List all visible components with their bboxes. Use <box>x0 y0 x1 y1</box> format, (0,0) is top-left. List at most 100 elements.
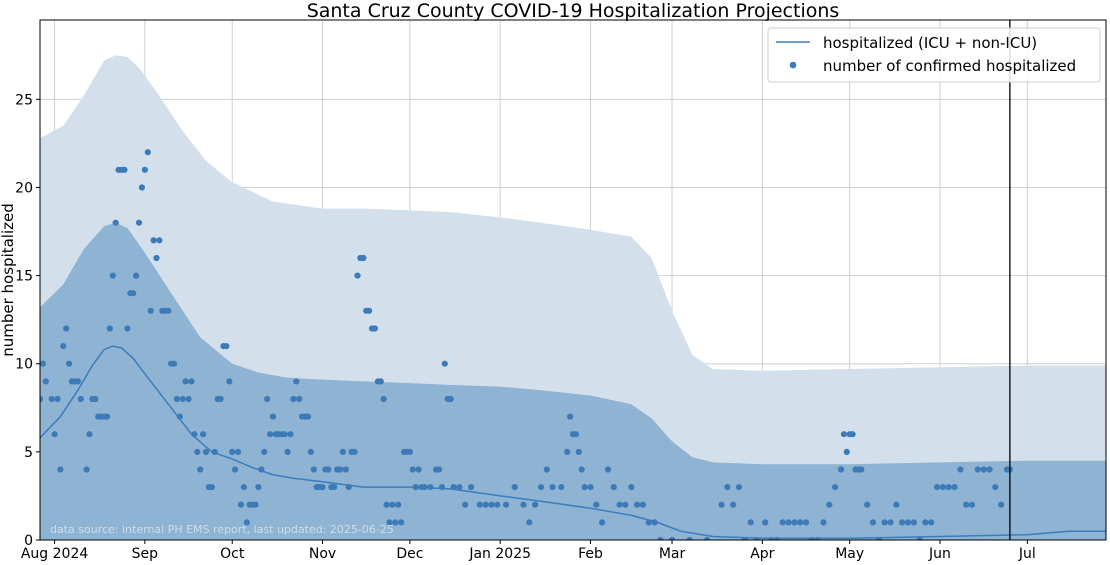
x-tick-label: Feb <box>578 546 603 561</box>
confirmed-hospitalized-point <box>380 395 387 403</box>
confirmed-hospitalized-point <box>284 448 291 455</box>
confirmed-hospitalized-point <box>208 484 215 491</box>
plot-frame <box>39 19 1107 541</box>
confirmed-hospitalized-point <box>826 501 833 508</box>
confirmed-hospitalized-point <box>928 519 935 526</box>
confirmed-hospitalized-point <box>281 431 288 438</box>
confirmed-points-series <box>40 149 1014 540</box>
confirmed-hospitalized-point <box>112 219 119 226</box>
confirmed-hospitalized-point <box>934 484 941 491</box>
confirmed-hospitalized-point <box>881 519 888 526</box>
confirmed-hospitalized-point <box>616 501 623 508</box>
confirmed-hospitalized-point <box>229 448 236 455</box>
confirmed-hospitalized-point <box>124 325 131 332</box>
confirmed-hospitalized-point <box>57 466 64 473</box>
confirmed-hospitalized-point <box>40 360 46 367</box>
confirmed-hospitalized-point <box>572 431 580 438</box>
confirmed-hospitalized-point <box>858 466 865 473</box>
confirmed-hospitalized-point <box>156 237 163 244</box>
confirmed-hospitalized-point <box>293 378 300 385</box>
confirmed-hospitalized-point <box>899 519 906 526</box>
legend-label-hospitalized: hospitalized (ICU + non-ICU) <box>823 34 1037 52</box>
confirmed-hospitalized-point <box>48 395 55 403</box>
confirmed-hospitalized-point <box>191 431 198 438</box>
confirmed-hospitalized-point <box>255 484 262 491</box>
confirmed-hospitalized-point <box>887 519 894 526</box>
confirmed-hospitalized-point <box>121 166 128 173</box>
confirmed-hospitalized-point <box>599 519 606 526</box>
confirmed-hospitalized-point <box>441 360 448 367</box>
confirmed-hospitalized-point <box>645 519 652 526</box>
confirmed-hospitalized-point <box>103 413 111 420</box>
confirmed-hospitalized-point <box>269 413 277 420</box>
x-tick-label: Mar <box>659 546 686 561</box>
confirmed-hospitalized-point <box>138 184 145 191</box>
x-tick-label: Jun <box>928 546 951 561</box>
confirmed-hospitalized-point <box>310 466 317 473</box>
confirmed-hospitalized-point <box>468 484 475 491</box>
confirmed-hospitalized-point <box>319 484 326 491</box>
confirmed-hospitalized-point <box>974 466 981 473</box>
chart-title: Santa Cruz County COVID-19 Hospitalizati… <box>307 0 840 22</box>
confirmed-hospitalized-point <box>730 501 737 508</box>
confirmed-hospitalized-point <box>86 431 93 438</box>
confirmed-hospitalized-point <box>718 501 725 508</box>
confirmed-hospitalized-point <box>63 325 70 332</box>
confirmed-hospitalized-point <box>916 536 923 540</box>
y-tick-label: 20 <box>15 180 33 196</box>
confirmed-hospitalized-point <box>998 501 1005 508</box>
confirmed-hospitalized-point <box>194 448 201 455</box>
confirmed-hospitalized-point <box>135 219 143 226</box>
confirmed-hospitalized-point <box>567 413 574 420</box>
confirmed-hospitalized-point <box>724 484 731 491</box>
confirmed-hospitalized-point <box>331 484 338 491</box>
confirmed-hospitalized-point <box>150 237 157 244</box>
confirmed-hospitalized-point <box>537 484 545 491</box>
confirmed-hospitalized-point <box>686 536 693 540</box>
confirmed-hospitalized-point <box>435 466 443 473</box>
confirmed-hospitalized-point <box>421 484 428 491</box>
confirmed-hospitalized-point <box>182 378 189 385</box>
inner-projection-band <box>40 222 1106 540</box>
legend-label-confirmed: number of confirmed hospitalized <box>823 57 1076 75</box>
confirmed-hospitalized-point <box>261 448 268 455</box>
confirmed-hospitalized-point <box>240 484 247 491</box>
confirmed-hospitalized-point <box>351 448 358 455</box>
confirmed-hospitalized-point <box>386 519 393 526</box>
confirmed-hospitalized-point <box>60 343 67 350</box>
legend-marker-swatch <box>789 61 797 69</box>
confirmed-hospitalized-point <box>133 272 140 279</box>
confirmed-hospitalized-point <box>267 431 274 438</box>
confirmed-hospitalized-point <box>258 466 265 473</box>
confirmed-hospitalized-point <box>820 519 827 526</box>
confirmed-hospitalized-point <box>304 413 312 420</box>
confirmed-hospitalized-point <box>450 484 457 491</box>
confirmed-hospitalized-point <box>296 395 303 403</box>
confirmed-hospitalized-point <box>130 290 137 297</box>
confirmed-hospitalized-point <box>963 501 970 508</box>
confirmed-hospitalized-point <box>875 536 882 540</box>
confirmed-hospitalized-point <box>235 448 242 455</box>
confirmed-hospitalized-point <box>520 501 527 508</box>
confirmed-hospitalized-point <box>211 448 218 455</box>
confirmed-hospitalized-point <box>217 395 224 403</box>
confirmed-hospitalized-point <box>200 431 207 438</box>
confirmed-hospitalized-point <box>40 395 44 403</box>
confirmed-hospitalized-point <box>622 501 629 508</box>
x-tick-label: Jul <box>1018 546 1036 561</box>
confirmed-hospitalized-point <box>66 360 73 367</box>
confirmed-hospitalized-point <box>415 466 422 473</box>
data-source-note: data source: internal PH EMS report, las… <box>50 523 394 536</box>
confirmed-hospitalized-point <box>287 431 294 438</box>
confirmed-hospitalized-point <box>173 395 180 403</box>
confirmed-hospitalized-point <box>476 501 483 508</box>
y-tick-label: 10 <box>15 357 33 373</box>
confirmed-hospitalized-point <box>252 501 259 508</box>
confirmed-hospitalized-point <box>345 484 352 491</box>
confirmed-hospitalized-point <box>526 519 533 526</box>
x-tick-label: Oct <box>220 546 245 561</box>
confirmed-hospitalized-point <box>832 484 839 491</box>
confirmed-hospitalized-point <box>406 448 413 455</box>
confirmed-hospitalized-point <box>339 448 346 455</box>
